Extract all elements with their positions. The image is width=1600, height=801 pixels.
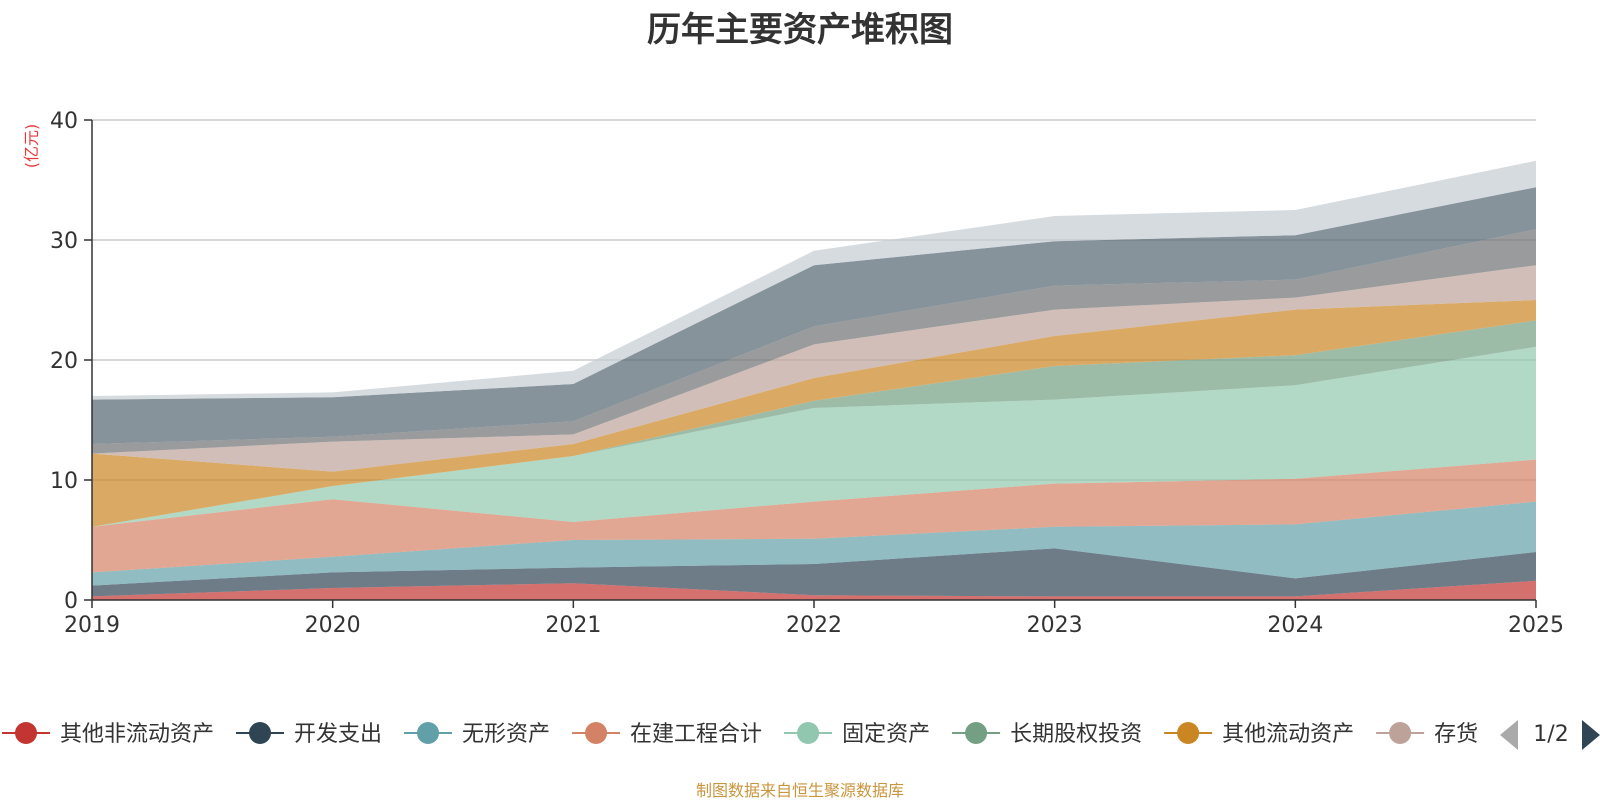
area-series (92, 580, 1536, 600)
area-series (92, 265, 1536, 472)
legend-next-icon[interactable] (1582, 720, 1600, 750)
legend-label: 在建工程合计 (630, 722, 762, 747)
legend-item[interactable]: 存货 (1376, 722, 1478, 747)
legend-item[interactable]: 其他非流动资产 (2, 722, 214, 747)
area-series (92, 548, 1536, 597)
stacked-areas (92, 160, 1536, 600)
legend-item[interactable]: 在建工程合计 (572, 722, 762, 747)
legend-item[interactable]: 开发支出 (236, 722, 382, 747)
legend-marker (965, 722, 988, 744)
x-tick-label: 2024 (1267, 613, 1323, 638)
y-tick-label: 0 (64, 589, 78, 614)
area-series (92, 187, 1536, 444)
legend-label: 固定资产 (842, 722, 930, 747)
legend-label: 存货 (1434, 722, 1478, 747)
legend-item[interactable]: 长期股权投资 (952, 722, 1142, 747)
area-series (92, 501, 1536, 586)
legend-marker (417, 722, 440, 744)
area-series (92, 229, 1536, 454)
legend-page-indicator: 1/2 (1533, 722, 1568, 747)
area-series (92, 300, 1536, 527)
x-tick-label: 2022 (786, 613, 842, 638)
legend-marker (1177, 722, 1200, 744)
x-tick-label: 2025 (1508, 613, 1564, 638)
legend-label: 开发支出 (294, 722, 382, 747)
x-tick-label: 2021 (545, 613, 601, 638)
chart-title: 历年主要资产堆积图 (647, 10, 953, 50)
area-series (92, 346, 1536, 527)
y-tick-label: 20 (50, 349, 78, 374)
legend-marker (585, 722, 608, 744)
area-series (92, 160, 1536, 400)
legend-prev-icon[interactable] (1500, 720, 1518, 750)
y-unit-label: (亿元) (22, 124, 41, 169)
y-tick-label: 10 (50, 469, 78, 494)
legend-marker (15, 722, 37, 744)
legend-marker (797, 722, 820, 744)
legend-item[interactable]: 固定资产 (784, 722, 930, 747)
legend-label: 长期股权投资 (1010, 722, 1142, 747)
y-tick-label: 40 (50, 109, 78, 134)
area-series (92, 320, 1536, 527)
legend-item[interactable]: 无形资产 (404, 722, 550, 747)
legend-marker (1389, 722, 1412, 744)
legend-label: 其他流动资产 (1222, 722, 1354, 747)
legend-marker (249, 722, 272, 744)
x-tick-label: 2020 (305, 613, 361, 638)
y-tick-label: 30 (50, 229, 78, 254)
area-series (92, 459, 1536, 573)
axes: 0 10 20 30 40 2019 2020 2021 2022 2023 2024 2025 (亿元… (22, 109, 1564, 638)
x-tick-label: 2019 (64, 613, 120, 638)
legend: 其他非流动资产 开发支出 无形资产 在建工程合计 固定资产 长期股权投资 其他流动资产 存货 1… (2, 720, 1600, 750)
legend-label: 其他非流动资产 (60, 722, 214, 747)
legend-item[interactable]: 其他流动资产 (1164, 722, 1354, 747)
source-note: 制图数据来自恒生聚源数据库 (695, 781, 904, 800)
legend-label: 无形资产 (462, 722, 550, 747)
x-tick-label: 2023 (1027, 613, 1083, 638)
